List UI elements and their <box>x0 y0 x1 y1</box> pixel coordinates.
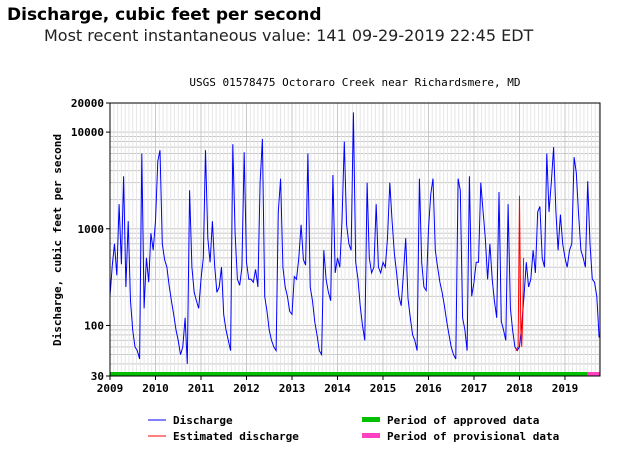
most-recent-value: Most recent instantaneous value: 141 09-… <box>44 26 534 45</box>
y-axis-label: Discharge, cubic feet per second <box>51 134 64 346</box>
y-tick-label: 1000 <box>78 223 105 236</box>
x-tick-label: 2016 <box>415 382 442 395</box>
legend-label: Period of provisional data <box>387 430 559 443</box>
estimated-discharge-line <box>515 195 525 351</box>
x-tick-label: 2009 <box>97 382 124 395</box>
x-tick-label: 2013 <box>279 382 306 395</box>
legend: Discharge Estimated discharge Period of ap… <box>148 414 559 443</box>
x-tick-label: 2012 <box>233 382 260 395</box>
discharge-line <box>109 112 600 364</box>
period-bar <box>587 372 600 376</box>
x-tick-label: 2014 <box>324 382 351 395</box>
period-bar <box>110 372 588 376</box>
y-tick-label: 100 <box>84 319 104 332</box>
legend-swatch <box>362 417 380 422</box>
x-tick-label: 2017 <box>461 382 488 395</box>
page-title: Discharge, cubic feet per second <box>7 5 322 25</box>
x-tick-label: 2015 <box>370 382 397 395</box>
plot-frame <box>109 102 601 377</box>
legend-swatch <box>362 433 380 438</box>
x-tick-label: 2010 <box>142 382 169 395</box>
x-tick-label: 2018 <box>506 382 533 395</box>
legend-label: Discharge <box>173 414 233 427</box>
chart-title: USGS 01578475 Octoraro Creek near Richar… <box>189 76 520 89</box>
y-tick-label: 20000 <box>71 97 104 110</box>
y-tick-label: 30 <box>91 370 104 383</box>
x-tick-label: 2019 <box>552 382 579 395</box>
x-axis: 2009 2010 2011 2012 2013 2014 2015 2016 2017 2018… <box>97 376 578 395</box>
y-axis: 30 100 1000 10000 20000 <box>71 97 110 383</box>
x-tick-label: 2011 <box>188 382 215 395</box>
data-periods <box>110 372 600 376</box>
legend-label: Period of approved data <box>387 414 539 427</box>
y-tick-label: 10000 <box>71 126 104 139</box>
series <box>109 112 600 364</box>
legend-label: Estimated discharge <box>173 430 299 443</box>
